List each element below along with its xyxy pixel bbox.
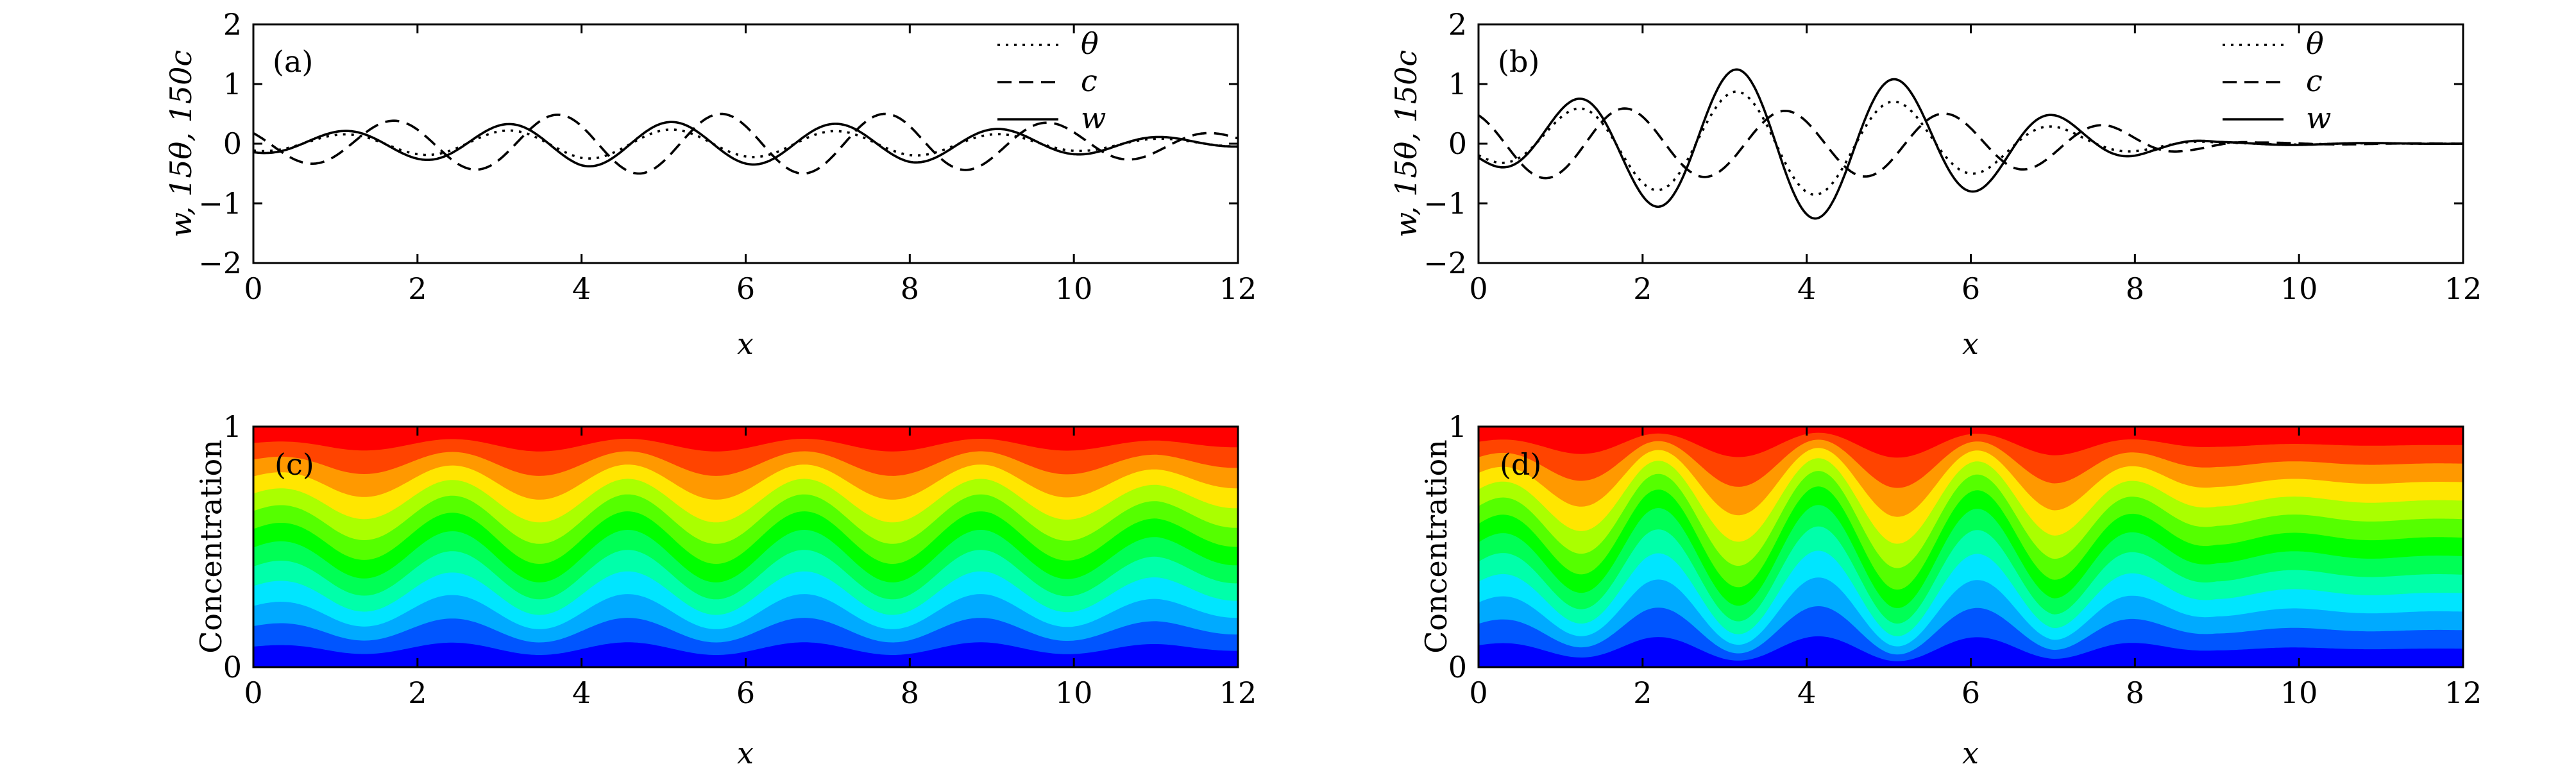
panel-c-label: (c) (275, 447, 314, 482)
y-tick-label: −2 (198, 246, 242, 280)
x-tick-label: 2 (408, 271, 427, 306)
x-tick-label: 0 (244, 271, 262, 306)
y-tick-label: 1 (1448, 409, 1467, 444)
legend-label: θ (2306, 26, 2324, 61)
x-tick-label: 12 (1219, 271, 1257, 306)
panel-c-contour-chart: (c) 0 2 4 6 8 10 12 10 x Concentration (194, 409, 1257, 770)
x-tick-label: 8 (901, 675, 919, 710)
x-tick-label: 6 (736, 271, 755, 306)
x-tick-label: 10 (2280, 675, 2318, 710)
x-tick-label: 6 (1962, 675, 1980, 710)
series-line-dashed (253, 112, 1239, 175)
x-tick-label: 4 (1797, 675, 1816, 710)
panel-b-line-chart: (b) θcw 0 2 4 6 8 10 12 210−1−2 x w, 15θ, 150c (1389, 7, 2482, 361)
y-tick-label: 0 (1448, 650, 1467, 684)
series-line-dotted (253, 128, 1238, 160)
panel-d-x-ticks: 0 2 4 6 8 10 12 (1469, 427, 2482, 710)
panel-b-y-axis-label: w, 15θ, 150c (1389, 50, 1423, 237)
legend-label: w (1081, 101, 1106, 135)
x-tick-label: 0 (1469, 271, 1487, 306)
x-tick-label: 8 (2126, 675, 2144, 710)
y-tick-label: 2 (1448, 7, 1467, 42)
panel-b-plot-area (1478, 68, 2463, 220)
x-tick-label: 4 (572, 271, 591, 306)
y-tick-label: 1 (223, 409, 242, 444)
legend-label: w (2306, 101, 2331, 135)
y-tick-label: 2 (223, 7, 242, 42)
panel-c-y-axis-label: Concentration (194, 439, 228, 654)
legend-label: c (2306, 64, 2323, 98)
x-tick-label: 8 (901, 271, 919, 306)
panel-d-y-ticks: 10 (1448, 409, 2463, 684)
y-tick-label: 0 (223, 650, 242, 684)
x-tick-label: 2 (408, 675, 427, 710)
x-tick-label: 10 (2280, 271, 2318, 306)
panel-a-line-chart: (a) θcw 0 2 4 6 8 10 12 210−1−2 x w, 15θ, 150c (164, 7, 1257, 361)
panel-d-contour-chart: (d) 0 2 4 6 8 10 12 10 x Concentration (1419, 409, 2482, 770)
panel-b-legend: θcw (2223, 26, 2331, 135)
panel-b-label: (b) (1498, 44, 1539, 79)
y-tick-label: 1 (1448, 67, 1467, 101)
contour-band (1479, 636, 2463, 667)
y-tick-label: −2 (1423, 246, 1467, 280)
series-line-solid (1478, 68, 2463, 220)
x-tick-label: 10 (1055, 271, 1093, 306)
x-tick-label: 12 (1219, 675, 1257, 710)
x-tick-label: 12 (2445, 675, 2482, 710)
y-tick-label: 0 (1448, 126, 1467, 161)
panel-a-legend: θcw (997, 26, 1106, 135)
x-tick-label: 4 (1797, 271, 1816, 306)
x-tick-label: 12 (2445, 271, 2482, 306)
panel-a-x-axis-label: x (737, 327, 754, 361)
panel-a-label: (a) (273, 44, 313, 79)
x-tick-label: 6 (736, 675, 755, 710)
series-line-solid (253, 121, 1238, 167)
x-tick-label: 8 (2126, 271, 2144, 306)
x-tick-label: 4 (572, 675, 591, 710)
panel-c-contour-area (253, 427, 1238, 667)
panel-b-x-ticks: 0 2 4 6 8 10 12 (1469, 24, 2482, 306)
panel-c-x-axis-label: x (737, 736, 754, 770)
panel-b-x-axis-label: x (1962, 327, 1979, 361)
x-tick-label: 6 (1962, 271, 1980, 306)
panel-b-y-ticks: 2 1 0 −1 −2 (1423, 7, 2463, 280)
panel-d-contour-area (1479, 427, 2463, 667)
y-tick-label: −1 (1423, 186, 1467, 221)
x-tick-label: 2 (1633, 675, 1652, 710)
panel-c-y-ticks: 10 (223, 409, 1238, 684)
y-tick-label: 1 (223, 67, 242, 101)
x-tick-label: 2 (1633, 271, 1652, 306)
panel-a-plot-area (253, 112, 1239, 175)
panel-a-y-axis-label: w, 15θ, 150c (164, 50, 198, 237)
y-tick-label: −1 (198, 186, 242, 221)
panel-d-x-axis-label: x (1962, 736, 1979, 770)
panel-d-y-axis-label: Concentration (1419, 439, 1453, 654)
legend-label: θ (1081, 26, 1099, 61)
x-tick-label: 0 (244, 675, 262, 710)
panel-d-label: (d) (1500, 447, 1541, 482)
panel-c-x-ticks: 0 2 4 6 8 10 12 (244, 427, 1257, 710)
x-tick-label: 0 (1469, 675, 1487, 710)
panel-a-y-ticks: 2 1 0 −1 −2 (198, 7, 1238, 280)
legend-label: c (1081, 64, 1097, 98)
series-line-dashed (1478, 107, 2463, 180)
y-tick-label: 0 (223, 126, 242, 161)
contour-band (253, 642, 1238, 667)
x-tick-label: 10 (1055, 675, 1093, 710)
panel-a-x-ticks: 0 2 4 6 8 10 12 (244, 24, 1257, 306)
